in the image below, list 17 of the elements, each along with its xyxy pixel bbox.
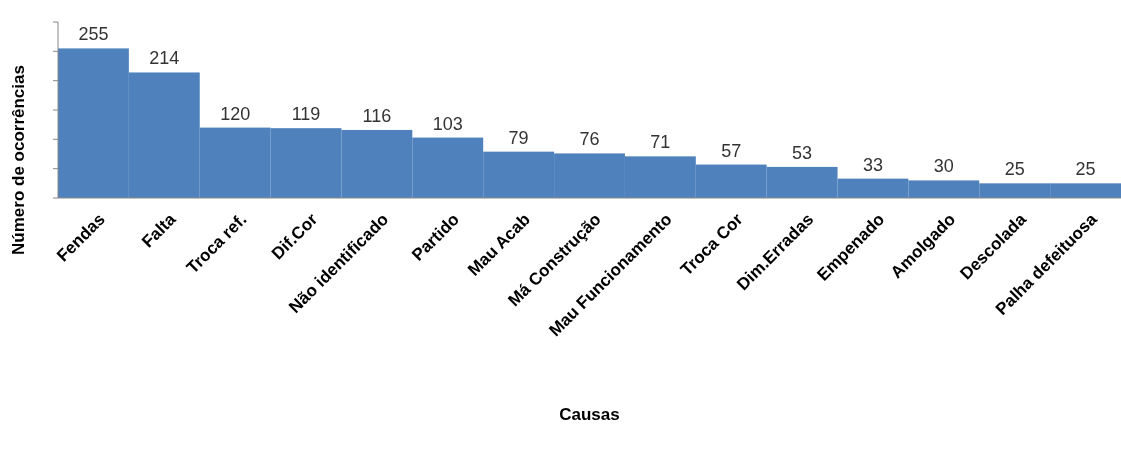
y-axis-title: Número de ocorrências	[9, 65, 28, 255]
data-label: 25	[1075, 159, 1096, 180]
data-label: 116	[362, 105, 392, 126]
data-label: 57	[721, 140, 742, 161]
x-axis-title: Causas	[559, 405, 620, 424]
data-label: 214	[149, 48, 180, 69]
data-label: 103	[432, 113, 463, 134]
data-label: 255	[78, 24, 109, 45]
data-label: 53	[792, 142, 813, 163]
data-label: 30	[933, 156, 954, 177]
data-label: 79	[508, 127, 529, 148]
data-label: 76	[579, 129, 600, 150]
data-label: 25	[1004, 159, 1025, 180]
data-label: 119	[291, 104, 321, 125]
data-label: 120	[220, 103, 251, 124]
data-label: 33	[862, 154, 883, 175]
data-label: 71	[650, 132, 671, 153]
